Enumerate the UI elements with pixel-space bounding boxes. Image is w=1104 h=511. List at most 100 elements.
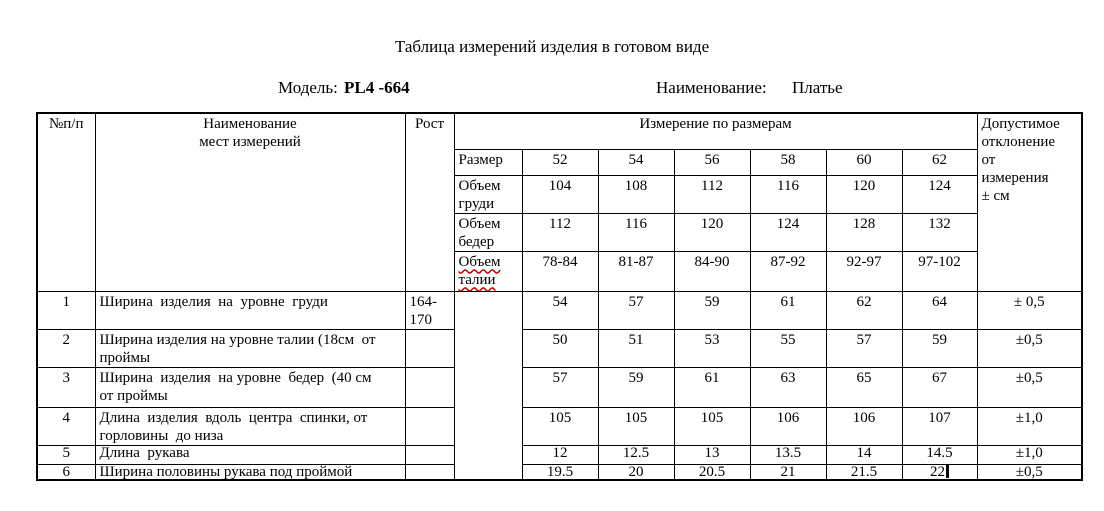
row-number: 3 xyxy=(36,366,96,408)
col-header-name: Наименование мест измерений xyxy=(94,112,406,292)
active-edit-cell[interactable]: 22 xyxy=(901,463,978,481)
size-value: 61 xyxy=(673,366,751,408)
size-header-label: Размер xyxy=(453,148,523,176)
size-value: 59 xyxy=(901,328,978,368)
header-row-group: №п/п Наименование мест измерений Рост Из… xyxy=(36,112,1083,292)
size-value: 64 xyxy=(901,290,978,330)
table-row: 6 Ширина половины рукава под проймой 19.… xyxy=(36,463,1083,481)
size-value: 61 xyxy=(749,290,827,330)
tolerance-value: ± 0,5 xyxy=(976,290,1083,330)
size-value: 51 xyxy=(597,328,675,368)
size-header-row: Размер 52 54 56 58 60 62 xyxy=(37,148,1082,176)
measurement-name: Длина изделия вдоль центра спинки, от го… xyxy=(94,406,406,446)
volume-value: 87-92 xyxy=(749,250,827,292)
volume-value: 132 xyxy=(901,212,978,252)
volume-value: 124 xyxy=(901,174,978,214)
row-number: 4 xyxy=(36,406,96,446)
volume-value: 97-102 xyxy=(901,250,978,292)
rost-value xyxy=(404,406,455,446)
volume-value: 128 xyxy=(825,212,903,252)
size-value: 67 xyxy=(901,366,978,408)
size-value: 50 xyxy=(521,328,599,368)
size-value: 54 xyxy=(521,290,599,330)
measurements-table: №п/п Наименование мест измерений Рост Из… xyxy=(36,112,1083,481)
size-value: 12 xyxy=(521,444,599,465)
size-value: 13.5 xyxy=(749,444,827,465)
volume-row-label: Объем талии xyxy=(453,250,523,292)
size-value: 22 xyxy=(930,464,945,480)
tolerance-value: ±1,0 xyxy=(976,406,1083,446)
page-title: Таблица измерений изделия в готовом виде xyxy=(394,37,710,56)
size-col-header: 54 xyxy=(597,148,675,176)
misspelled-text: Объем талии xyxy=(458,253,501,288)
item-name-value: Платье xyxy=(792,78,843,97)
volume-value: 78-84 xyxy=(521,250,599,292)
volume-row-label: Объем груди xyxy=(453,174,523,214)
size-value: 105 xyxy=(673,406,751,446)
size-value: 21.5 xyxy=(825,463,903,481)
text-caret xyxy=(946,465,949,478)
size-value: 65 xyxy=(825,366,903,408)
size-value: 14 xyxy=(825,444,903,465)
size-value: 106 xyxy=(749,406,827,446)
volume-value: 104 xyxy=(521,174,599,214)
size-col-header: 58 xyxy=(749,148,827,176)
tolerance-value: ±0,5 xyxy=(976,366,1083,408)
table-row: 4 Длина изделия вдоль центра спинки, от … xyxy=(36,406,1083,446)
table-row: 1 Ширина изделия на уровне груди 164- 17… xyxy=(36,290,1083,481)
col-header-rost: Рост xyxy=(404,112,455,292)
size-value: 57 xyxy=(825,328,903,368)
tolerance-value: ±1,0 xyxy=(976,444,1083,465)
size-value: 105 xyxy=(597,406,675,446)
volume-value: 84-90 xyxy=(673,250,751,292)
size-value: 21 xyxy=(749,463,827,481)
volume-value: 92-97 xyxy=(825,250,903,292)
empty-size-label-cell xyxy=(453,290,523,481)
measurement-name: Ширина изделия на уровне талии (18см от … xyxy=(94,328,406,368)
volume-row-waist: Объем талии 78-84 81-87 84-90 87-92 92-9… xyxy=(37,250,1082,292)
volume-value: 112 xyxy=(673,174,751,214)
volume-value: 112 xyxy=(521,212,599,252)
size-value: 20 xyxy=(597,463,675,481)
row-number: 1 xyxy=(36,290,96,330)
measurement-name: Ширина изделия на уровне бедер (40 см от… xyxy=(94,366,406,408)
size-value: 20.5 xyxy=(673,463,751,481)
size-col-header: 60 xyxy=(825,148,903,176)
size-value: 53 xyxy=(673,328,751,368)
row-number: 2 xyxy=(36,328,96,368)
volume-value: 120 xyxy=(673,212,751,252)
col-header-tolerance: Допустимое отклонение от измерения ± см xyxy=(976,112,1083,292)
volume-row-hips: Объем бедер 112 116 120 124 128 132 xyxy=(37,212,1082,252)
row-number: 6 xyxy=(36,463,96,481)
item-name-label: Наименование: xyxy=(656,78,767,97)
size-value: 107 xyxy=(901,406,978,446)
tolerance-value: ±0,5 xyxy=(976,463,1083,481)
volume-row-chest: Объем груди 104 108 112 116 120 124 xyxy=(37,174,1082,214)
size-value: 57 xyxy=(597,290,675,330)
size-value: 59 xyxy=(673,290,751,330)
tolerance-value: ±0,5 xyxy=(976,328,1083,368)
size-col-header: 62 xyxy=(901,148,978,176)
volume-value: 108 xyxy=(597,174,675,214)
size-value: 12.5 xyxy=(597,444,675,465)
size-value: 57 xyxy=(521,366,599,408)
measurement-name: Ширина изделия на уровне груди xyxy=(94,290,406,330)
volume-value: 116 xyxy=(597,212,675,252)
volume-row-label: Объем бедер xyxy=(453,212,523,252)
rost-value xyxy=(404,444,455,465)
volume-value: 116 xyxy=(749,174,827,214)
rost-value: 164- 170 xyxy=(404,290,455,330)
volume-value: 120 xyxy=(825,174,903,214)
table-row: 3 Ширина изделия на уровне бедер (40 см … xyxy=(36,366,1083,408)
row-number: 5 xyxy=(36,444,96,465)
size-value: 59 xyxy=(597,366,675,408)
rost-value xyxy=(404,328,455,368)
measurement-name: Ширина половины рукава под проймой xyxy=(94,463,406,481)
table-row: 2 Ширина изделия на уровне талии (18см о… xyxy=(36,328,1083,368)
measurement-name: Длина рукава xyxy=(94,444,406,465)
size-value: 63 xyxy=(749,366,827,408)
size-value: 19.5 xyxy=(521,463,599,481)
size-value: 105 xyxy=(521,406,599,446)
size-value: 13 xyxy=(673,444,751,465)
